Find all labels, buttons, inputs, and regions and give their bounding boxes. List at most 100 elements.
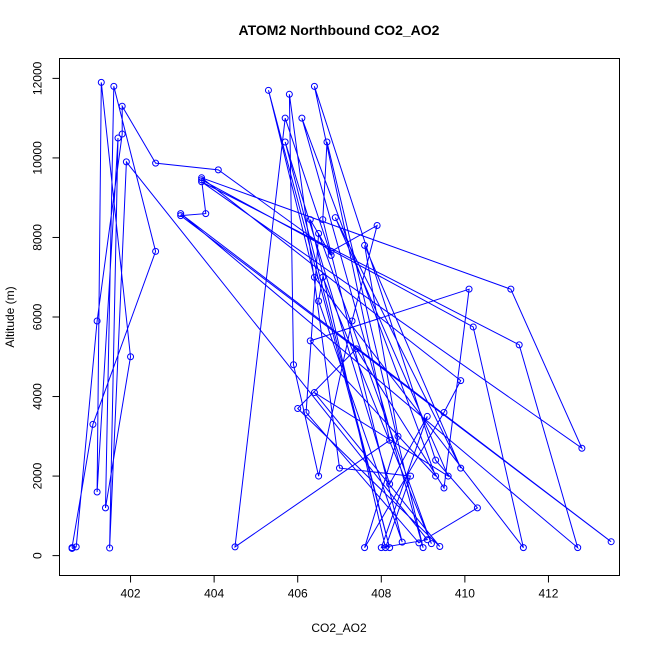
- points-layer: [68, 78, 615, 552]
- data-point: [361, 241, 369, 249]
- y-axis: 0 2000 4000 6000 8000 10000 12000: [31, 61, 60, 559]
- y-tick-label: 6000: [31, 303, 45, 330]
- data-point: [294, 404, 302, 412]
- data-point: [432, 456, 440, 464]
- data-point: [118, 102, 126, 110]
- series-layer: [71, 82, 612, 550]
- data-point: [177, 210, 185, 218]
- x-axis-label: CO2_AO2: [311, 621, 367, 635]
- data-point: [507, 285, 515, 293]
- data-point: [315, 472, 323, 480]
- y-tick-label: 12000: [31, 61, 45, 95]
- data-point: [436, 542, 444, 550]
- data-point: [457, 464, 465, 472]
- data-point: [457, 377, 465, 385]
- data-point: [423, 536, 431, 544]
- data-point: [373, 222, 381, 230]
- data-point: [315, 297, 323, 305]
- data-point: [469, 323, 477, 331]
- data-point: [427, 540, 435, 548]
- x-tick-label: 402: [121, 587, 141, 601]
- data-point: [285, 90, 293, 98]
- data-point: [394, 432, 402, 440]
- data-point: [310, 82, 318, 90]
- data-point: [298, 114, 306, 122]
- data-point: [386, 436, 394, 444]
- x-tick-label: 406: [288, 587, 308, 601]
- data-point: [381, 544, 389, 552]
- data-point: [352, 345, 360, 353]
- data-point: [290, 361, 298, 369]
- data-point: [465, 285, 473, 293]
- data-point: [407, 472, 415, 480]
- data-point: [440, 484, 448, 492]
- data-point: [327, 251, 335, 259]
- data-point: [202, 210, 210, 218]
- data-point: [578, 444, 586, 452]
- data-point: [152, 159, 160, 167]
- data-point: [214, 166, 222, 174]
- data-point: [319, 273, 327, 281]
- data-point: [519, 544, 527, 552]
- y-tick-label: 4000: [31, 383, 45, 410]
- data-point: [377, 544, 385, 552]
- y-tick-label: 2000: [31, 462, 45, 489]
- data-point: [515, 341, 523, 349]
- data-point: [398, 538, 406, 546]
- data-point: [114, 134, 122, 142]
- data-point: [97, 78, 105, 86]
- data-point: [607, 538, 615, 546]
- series-line: [71, 82, 612, 550]
- data-point: [122, 158, 130, 166]
- data-point: [336, 464, 343, 472]
- y-tick-label: 0: [31, 552, 45, 559]
- data-point: [198, 174, 206, 182]
- data-point: [118, 130, 126, 138]
- data-point: [327, 247, 335, 255]
- data-point: [444, 472, 452, 480]
- data-point: [281, 138, 289, 146]
- data-point: [68, 544, 76, 552]
- data-point: [198, 178, 206, 186]
- data-point: [152, 247, 160, 255]
- data-point: [177, 212, 185, 220]
- x-tick-label: 412: [538, 587, 558, 601]
- data-point: [72, 543, 80, 551]
- data-point: [440, 408, 448, 416]
- y-tick-label: 10000: [31, 141, 45, 175]
- data-point: [386, 544, 394, 552]
- data-point: [306, 337, 314, 345]
- x-axis: 402 404 406 408 410 412: [121, 575, 559, 601]
- data-point: [231, 543, 239, 551]
- data-point: [281, 114, 289, 122]
- data-point: [101, 504, 109, 512]
- data-point: [361, 544, 369, 552]
- data-point: [127, 353, 135, 361]
- x-tick-label: 404: [204, 587, 224, 601]
- data-point: [323, 138, 331, 146]
- data-point: [310, 273, 318, 281]
- data-point: [423, 412, 431, 420]
- data-point: [264, 86, 272, 94]
- data-point: [348, 317, 356, 325]
- y-tick-label: 8000: [31, 224, 45, 251]
- data-point: [319, 216, 327, 224]
- data-point: [93, 317, 101, 325]
- data-point: [306, 216, 314, 224]
- data-point: [386, 480, 394, 488]
- data-point: [106, 544, 114, 552]
- data-point: [198, 176, 206, 184]
- y-axis-label: Altitude (m): [3, 286, 17, 347]
- data-point: [331, 214, 339, 222]
- data-point: [473, 504, 481, 512]
- data-point: [302, 408, 310, 416]
- data-point: [574, 544, 582, 552]
- data-point: [432, 472, 440, 480]
- data-point: [315, 229, 323, 237]
- data-point: [310, 389, 318, 397]
- x-tick-label: 410: [455, 587, 475, 601]
- data-point: [419, 544, 427, 552]
- data-point: [89, 420, 97, 428]
- chart-title: ATOM2 Northbound CO2_AO2: [239, 22, 440, 38]
